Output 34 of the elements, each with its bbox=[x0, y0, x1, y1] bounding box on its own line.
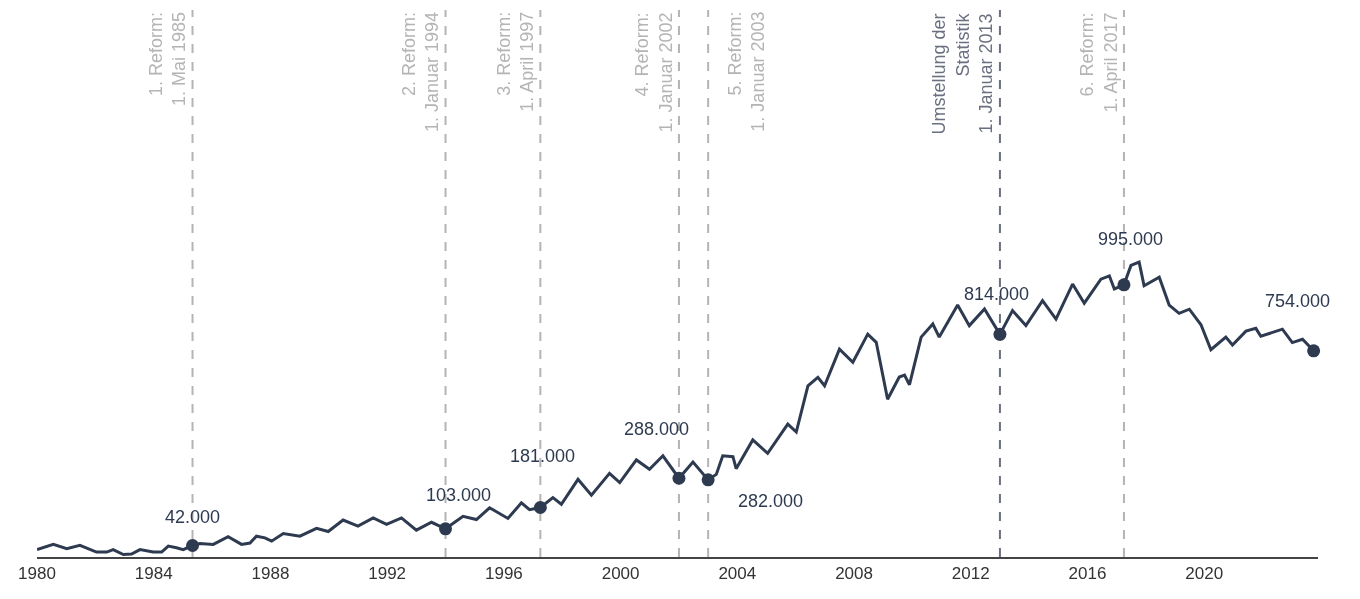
point bbox=[1117, 278, 1131, 292]
point bbox=[186, 539, 200, 552]
ref-line-label: 3. Reform: 1. April 1997 bbox=[493, 11, 538, 112]
ref-line-label: 1. Reform: 1. Mai 1985 bbox=[146, 11, 190, 107]
point bbox=[672, 471, 686, 485]
data-label: 754.000 bbox=[1265, 291, 1331, 311]
ref-line-label: 2. Reform: 1. Januar 1994 bbox=[399, 11, 443, 133]
x-tick-label: 2016 bbox=[1068, 564, 1107, 584]
ref-line-label: 6. Reform: 1. April 2017 bbox=[1077, 12, 1121, 113]
x-tick-label: 2004 bbox=[718, 564, 757, 584]
data-label: 42.000 bbox=[165, 507, 221, 527]
x-tick-label: 2000 bbox=[601, 564, 640, 584]
x-tick-label: 1992 bbox=[368, 564, 407, 584]
point bbox=[701, 473, 715, 487]
x-tick-label: 1984 bbox=[134, 564, 173, 584]
x-tick-label: 1996 bbox=[484, 564, 523, 584]
point bbox=[439, 522, 453, 536]
data-label: 282.000 bbox=[738, 491, 804, 511]
ref-line-label: 4. Reform: 1. Januar 2002 bbox=[632, 12, 676, 133]
ref-line-label: 5. Reform: 1. Januar 2003 bbox=[724, 11, 769, 132]
data-label: 995.000 bbox=[1098, 229, 1164, 249]
x-tick-label: 1988 bbox=[251, 564, 290, 584]
x-tick-label: 1980 bbox=[18, 564, 56, 584]
x-tick-label: 2020 bbox=[1185, 564, 1224, 584]
point bbox=[993, 327, 1007, 341]
data-label: 288.000 bbox=[624, 419, 690, 439]
data-label: 103.000 bbox=[426, 485, 492, 505]
data-label: 814.000 bbox=[964, 284, 1030, 304]
x-tick-label: 2012 bbox=[951, 564, 990, 584]
ref-line-label: Umstellung der Statistik 1. Januar 2013 bbox=[929, 12, 997, 135]
x-tick-label: 2008 bbox=[835, 564, 873, 584]
data-label: 181.000 bbox=[510, 446, 576, 466]
point bbox=[1307, 344, 1321, 358]
point bbox=[533, 501, 547, 514]
